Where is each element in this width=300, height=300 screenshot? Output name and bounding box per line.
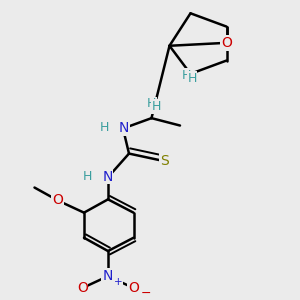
Text: H: H xyxy=(151,100,161,113)
Text: H: H xyxy=(182,69,191,82)
Text: H: H xyxy=(83,170,92,183)
Text: H: H xyxy=(100,122,109,134)
Text: +: + xyxy=(114,277,122,287)
Text: S: S xyxy=(160,154,169,168)
Text: N: N xyxy=(102,269,112,283)
Text: −: − xyxy=(140,286,151,299)
Text: N: N xyxy=(102,169,112,184)
Text: N: N xyxy=(119,121,129,135)
Text: O: O xyxy=(221,36,232,50)
Text: O: O xyxy=(77,281,88,295)
Text: O: O xyxy=(128,281,139,295)
Text: O: O xyxy=(52,193,63,207)
Text: H: H xyxy=(147,98,156,110)
Text: H: H xyxy=(187,72,197,85)
